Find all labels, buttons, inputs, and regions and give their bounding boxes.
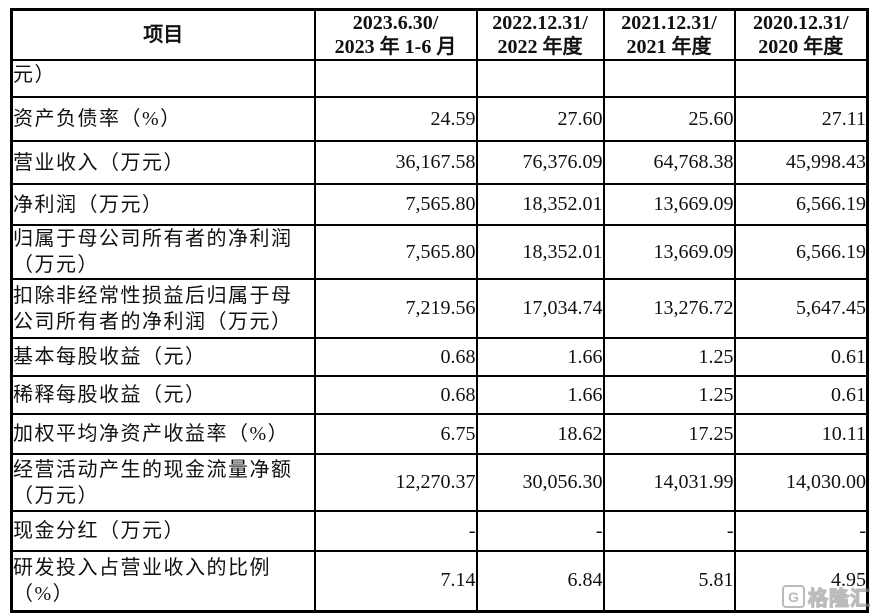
cell-value: 24.59 — [313, 96, 478, 142]
cell-value — [602, 59, 736, 98]
row-label: 研发投入占营业收入的比例 （%） — [10, 550, 316, 612]
cell-value: 0.61 — [733, 375, 869, 415]
cell-value: 4.95 — [733, 550, 869, 612]
table-row-net-profit-parent: 归属于母公司所有者的净利润 （万元） 7,565.80 18,352.01 13… — [10, 224, 869, 280]
header-period-2020: 2020.12.31/ 2020 年度 — [733, 8, 869, 61]
cell-value: 18,352.01 — [475, 183, 605, 226]
cell-value: 12,270.37 — [313, 453, 478, 512]
cell-value: 14,031.99 — [602, 453, 736, 512]
cell-value: 18,352.01 — [475, 224, 605, 280]
financial-summary-table: 项目 2023.6.30/ 2023 年 1-6 月 2022.12.31/ 2… — [10, 8, 869, 613]
row-label: 归属于母公司所有者的净利润 （万元） — [10, 224, 316, 280]
cell-value: - — [313, 510, 478, 552]
cell-value: 5,647.45 — [733, 278, 869, 339]
table-row-revenue: 营业收入（万元） 36,167.58 76,376.09 64,768.38 4… — [10, 140, 869, 185]
cell-value — [313, 59, 478, 98]
cell-value: 1.66 — [475, 375, 605, 415]
header-period-line1: 2020.12.31/ — [752, 12, 849, 34]
cell-value — [733, 59, 869, 98]
header-period-line1: 2022.12.31/ — [492, 12, 588, 34]
header-period-line2: 2022 年度 — [497, 36, 583, 58]
cell-value: 5.81 — [602, 550, 736, 612]
table-row-net-profit: 净利润（万元） 7,565.80 18,352.01 13,669.09 6,5… — [10, 183, 869, 226]
row-label: 营业收入（万元） — [10, 140, 316, 185]
cell-value: - — [602, 510, 736, 552]
cell-value: 27.11 — [733, 96, 869, 142]
table-row-weighted-roe: 加权平均净资产收益率（%） 6.75 18.62 17.25 10.11 — [10, 413, 869, 455]
row-label: 加权平均净资产收益率（%） — [10, 413, 316, 455]
row-label: 基本每股收益（元） — [10, 337, 316, 377]
row-label: 资产负债率（%） — [10, 96, 316, 142]
header-period-line1: 2021.12.31/ — [621, 12, 717, 34]
cell-value: 1.25 — [602, 337, 736, 377]
row-label: 净利润（万元） — [10, 183, 316, 226]
table-row-debt-ratio: 资产负债率（%） 24.59 27.60 25.60 27.11 — [10, 96, 869, 142]
cell-value: 6.75 — [313, 413, 478, 455]
cell-value: 6.84 — [475, 550, 605, 612]
cell-value: 30,056.30 — [475, 453, 605, 512]
cell-value: 17,034.74 — [475, 278, 605, 339]
table-row-cash-dividend: 现金分红（万元） - - - - — [10, 510, 869, 552]
row-label: 稀释每股收益（元） — [10, 375, 316, 415]
table-row-basic-eps: 基本每股收益（元） 0.68 1.66 1.25 0.61 — [10, 337, 869, 377]
cell-value: 14,030.00 — [733, 453, 869, 512]
row-label: 现金分红（万元） — [10, 510, 316, 552]
cell-value: 13,669.09 — [602, 224, 736, 280]
cell-value: 0.68 — [313, 375, 478, 415]
cell-value: 64,768.38 — [602, 140, 736, 185]
header-item-label: 项目 — [10, 8, 316, 61]
cell-value: 0.68 — [313, 337, 478, 377]
header-period-line2: 2023 年 1-6 月 — [334, 36, 457, 58]
table-row-diluted-eps: 稀释每股收益（元） 0.68 1.66 1.25 0.61 — [10, 375, 869, 415]
cell-value: - — [733, 510, 869, 552]
cell-value: 0.61 — [733, 337, 869, 377]
cell-value: 6,566.19 — [733, 224, 869, 280]
cell-value: 25.60 — [602, 96, 736, 142]
cell-value: 7,219.56 — [313, 278, 478, 339]
cell-value: 45,998.43 — [733, 140, 869, 185]
cell-value: 1.25 — [602, 375, 736, 415]
header-period-2021: 2021.12.31/ 2021 年度 — [602, 8, 736, 61]
table-row-operating-cash-flow: 经营活动产生的现金流量净额 （万元） 12,270.37 30,056.30 1… — [10, 453, 869, 512]
cell-value: 18.62 — [475, 413, 605, 455]
row-label: 经营活动产生的现金流量净额 （万元） — [10, 453, 316, 512]
cell-value: 7,565.80 — [313, 183, 478, 226]
table-header-row: 项目 2023.6.30/ 2023 年 1-6 月 2022.12.31/ 2… — [10, 8, 869, 61]
cell-value: 6,566.19 — [733, 183, 869, 226]
cell-value: 7.14 — [313, 550, 478, 612]
cell-value: 27.60 — [475, 96, 605, 142]
cell-value: 76,376.09 — [475, 140, 605, 185]
cell-value: 1.66 — [475, 337, 605, 377]
header-period-line1: 2023.6.30/ — [352, 12, 439, 34]
cell-value: 10.11 — [733, 413, 869, 455]
cell-value: 7,565.80 — [313, 224, 478, 280]
table-row-continuation: 元） — [10, 59, 869, 98]
table-row-net-profit-deducted: 扣除非经常性损益后归属于母 公司所有者的净利润（万元） 7,219.56 17,… — [10, 278, 869, 339]
cell-value: 13,669.09 — [602, 183, 736, 226]
cell-value: 13,276.72 — [602, 278, 736, 339]
row-label: 元） — [10, 59, 316, 98]
cell-value: 36,167.58 — [313, 140, 478, 185]
cell-value — [475, 59, 605, 98]
table-row-rd-ratio: 研发投入占营业收入的比例 （%） 7.14 6.84 5.81 4.95 — [10, 550, 869, 612]
cell-value: 17.25 — [602, 413, 736, 455]
header-period-2023: 2023.6.30/ 2023 年 1-6 月 — [313, 8, 478, 61]
cell-value: - — [475, 510, 605, 552]
header-period-2022: 2022.12.31/ 2022 年度 — [475, 8, 605, 61]
header-period-line2: 2020 年度 — [758, 36, 844, 58]
header-period-line2: 2021 年度 — [626, 36, 712, 58]
row-label: 扣除非经常性损益后归属于母 公司所有者的净利润（万元） — [10, 278, 316, 339]
